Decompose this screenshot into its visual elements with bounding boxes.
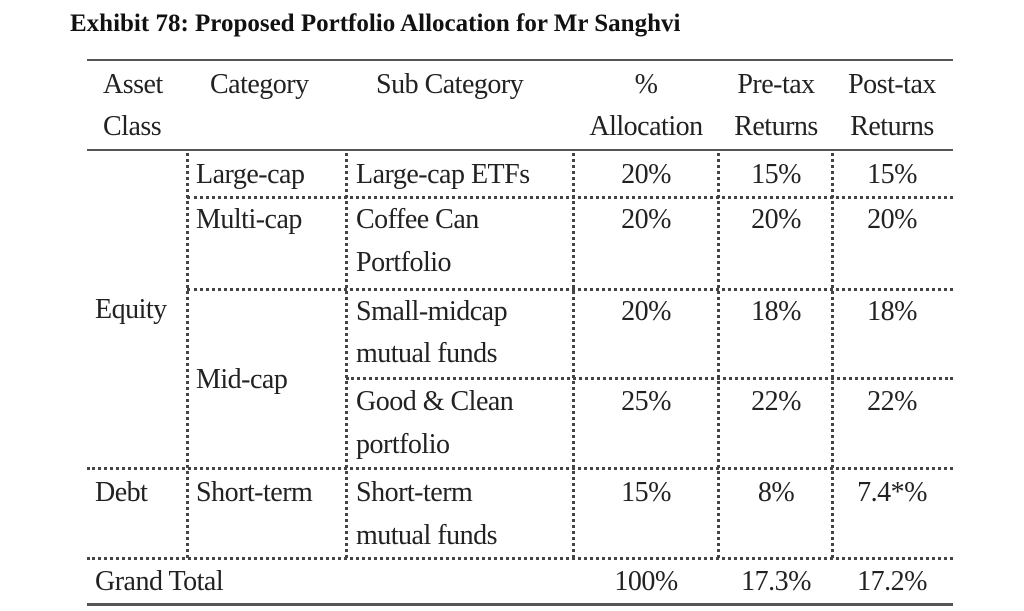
- column-divider: [717, 153, 720, 558]
- sub-category: Short-term: [356, 477, 473, 508]
- header-allocation-2: Allocation: [589, 111, 703, 142]
- header-allocation-1: %: [634, 69, 658, 100]
- column-divider: [572, 153, 575, 558]
- category-mid-cap: Mid-cap: [196, 364, 288, 395]
- allocation-value: 15%: [621, 477, 671, 508]
- row-divider: [187, 196, 953, 199]
- sub-category-line2: portfolio: [356, 429, 450, 460]
- allocation-value: 25%: [621, 386, 671, 417]
- bottom-rule: [87, 603, 953, 606]
- column-divider: [345, 153, 348, 558]
- asset-class-equity: Equity: [95, 294, 167, 325]
- row-divider: [187, 288, 953, 291]
- row-divider: [346, 377, 953, 380]
- header-asset-class-1: Asset: [103, 69, 163, 100]
- row-divider: [87, 557, 953, 560]
- row-divider: [87, 467, 953, 470]
- header-category: Category: [210, 69, 309, 100]
- total-pre-tax: 17.3%: [741, 566, 811, 597]
- header-rule: [87, 149, 953, 151]
- sub-category-line2: mutual funds: [356, 520, 498, 551]
- header-sub-category: Sub Category: [376, 69, 524, 100]
- header-pre-tax-1: Pre-tax: [737, 69, 815, 100]
- category-short-term: Short-term: [196, 477, 313, 508]
- header-pre-tax-2: Returns: [734, 111, 818, 142]
- sub-category: Large-cap ETFs: [356, 159, 530, 190]
- post-tax-value: 18%: [867, 296, 917, 327]
- pre-tax-value: 18%: [751, 296, 801, 327]
- asset-class-debt: Debt: [95, 477, 148, 508]
- sub-category-line2: mutual funds: [356, 338, 498, 369]
- top-rule: [87, 59, 953, 61]
- header-post-tax-2: Returns: [850, 111, 934, 142]
- column-divider: [831, 153, 834, 558]
- pre-tax-value: 15%: [751, 159, 801, 190]
- sub-category: Small-midcap: [356, 296, 508, 327]
- sub-category: Coffee Can: [356, 204, 479, 235]
- allocation-value: 20%: [621, 159, 671, 190]
- sub-category-line2: Portfolio: [356, 247, 452, 278]
- header-post-tax-1: Post-tax: [848, 69, 936, 100]
- exhibit-title: Exhibit 78: Proposed Portfolio Allocatio…: [70, 10, 681, 37]
- category-multi-cap: Multi-cap: [196, 204, 302, 235]
- pre-tax-value: 22%: [751, 386, 801, 417]
- allocation-value: 20%: [621, 204, 671, 235]
- column-divider: [186, 153, 189, 558]
- post-tax-value: 22%: [867, 386, 917, 417]
- grand-total-label: Grand Total: [95, 566, 224, 597]
- post-tax-value: 15%: [867, 159, 917, 190]
- total-allocation: 100%: [614, 566, 678, 597]
- total-post-tax: 17.2%: [857, 566, 927, 597]
- sub-category: Good & Clean: [356, 386, 514, 417]
- header-asset-class-2: Class: [103, 111, 162, 142]
- pre-tax-value: 20%: [751, 204, 801, 235]
- pre-tax-value: 8%: [757, 477, 795, 508]
- post-tax-value: 7.4*%: [857, 477, 927, 508]
- post-tax-value: 20%: [867, 204, 917, 235]
- allocation-value: 20%: [621, 296, 671, 327]
- category-large-cap: Large-cap: [196, 159, 305, 190]
